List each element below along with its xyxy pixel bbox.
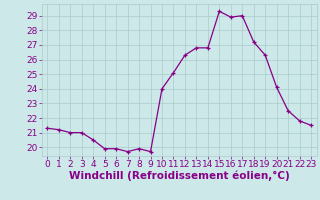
X-axis label: Windchill (Refroidissement éolien,°C): Windchill (Refroidissement éolien,°C) xyxy=(69,171,290,181)
